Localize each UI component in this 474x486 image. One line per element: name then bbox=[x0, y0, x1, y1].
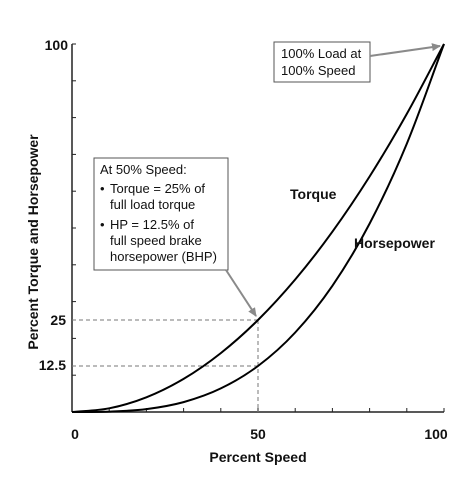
x-axis-title: Percent Speed bbox=[209, 449, 306, 465]
hp-note-line-2: full speed brake bbox=[110, 233, 202, 248]
hp-note-line-3: horsepower (BHP) bbox=[110, 249, 217, 264]
x-tick-label-50: 50 bbox=[250, 426, 266, 442]
half-speed-arrow bbox=[225, 269, 257, 317]
bullet-1: • bbox=[100, 181, 105, 196]
full-load-callout: 100% Load at 100% Speed bbox=[273, 41, 441, 83]
half-speed-heading: At 50% Speed: bbox=[100, 162, 187, 177]
x-tick-label-100: 100 bbox=[424, 426, 448, 442]
half-speed-box bbox=[93, 157, 229, 271]
y-tick-label-25: 25 bbox=[50, 312, 66, 328]
y-axis-title: Percent Torque and Horsepower bbox=[25, 134, 41, 350]
horsepower-label: Horsepower bbox=[354, 235, 435, 251]
full-load-line-1: 100% Load at bbox=[281, 46, 362, 61]
full-load-arrow bbox=[369, 43, 441, 57]
torque-label: Torque bbox=[290, 186, 337, 202]
hp-note-line-1: HP = 12.5% of bbox=[110, 217, 194, 232]
torque-curve bbox=[71, 43, 445, 413]
full-load-box bbox=[273, 41, 371, 83]
reference-lines bbox=[72, 319, 259, 412]
y-tick-label-12-5: 12.5 bbox=[39, 357, 66, 373]
x-tick-label-0: 0 bbox=[71, 426, 79, 442]
torque-note-line-2: full load torque bbox=[110, 197, 195, 212]
full-load-line-2: 100% Speed bbox=[281, 63, 355, 78]
torque-note-line-1: Torque = 25% of bbox=[110, 181, 205, 196]
half-speed-callout: At 50% Speed: • Torque = 25% of full loa… bbox=[93, 157, 257, 317]
bullet-2: • bbox=[100, 217, 105, 232]
horsepower-curve bbox=[71, 43, 445, 413]
y-tick-label-100: 100 bbox=[45, 37, 69, 53]
